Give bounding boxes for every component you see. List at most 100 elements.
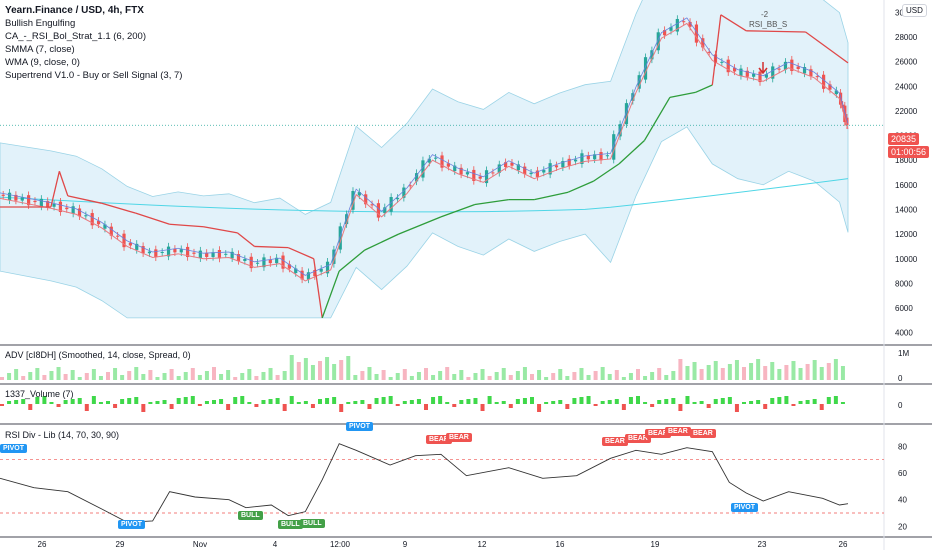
adv-bar xyxy=(466,377,471,380)
sell-arrow-icon xyxy=(758,62,768,75)
candle-body xyxy=(211,252,215,257)
adv-bar xyxy=(120,375,125,380)
candle-body xyxy=(809,69,813,77)
adv-bar xyxy=(49,371,54,380)
candle-body xyxy=(694,24,699,43)
volume-bar xyxy=(155,401,160,404)
volume-bar xyxy=(812,399,817,404)
adv-bar xyxy=(303,358,308,380)
time-axis-tick-label: Nov xyxy=(193,540,207,549)
rsi-axis-tick-label: 40 xyxy=(898,496,907,505)
adv-bar xyxy=(409,376,414,380)
candle-body xyxy=(300,270,304,280)
supertrend-down-line xyxy=(288,247,315,260)
candle-body xyxy=(198,250,202,259)
rsi-badge-pivot: PIVOT xyxy=(118,520,146,529)
adv-bar xyxy=(346,356,351,380)
candle-body xyxy=(790,59,794,71)
candle-body xyxy=(845,117,849,126)
volume-bar xyxy=(607,400,612,404)
volume-bar xyxy=(353,401,358,404)
candle-body xyxy=(599,152,603,161)
candle-body xyxy=(542,170,546,173)
adv-bar xyxy=(551,373,556,380)
adv-bar xyxy=(621,377,626,380)
volume-bar xyxy=(643,402,648,404)
wma-line xyxy=(0,17,849,276)
legend-rsi-bol-strat[interactable]: CA_-_RSI_Bol_Strat_1.1 (6, 200) xyxy=(5,31,146,42)
supertrend-up-line xyxy=(593,163,620,182)
volume-bar xyxy=(572,398,577,404)
candle-body xyxy=(739,68,743,76)
volume-bar xyxy=(367,404,372,409)
candle-body xyxy=(828,84,832,90)
volume-bar xyxy=(402,401,407,404)
candle-body xyxy=(815,76,819,78)
supertrend-down-line xyxy=(254,245,289,249)
supertrend-up-line xyxy=(364,233,399,251)
volume-bar xyxy=(360,400,365,404)
adv-bar xyxy=(353,375,358,380)
volume-bar xyxy=(289,396,294,404)
candle-body xyxy=(465,172,470,175)
time-axis-tick-label: 12 xyxy=(478,540,487,549)
supertrend-down-line xyxy=(101,202,136,214)
candle-body xyxy=(154,249,158,258)
volume-bar xyxy=(395,404,400,406)
candle-body xyxy=(605,155,609,157)
candle-body xyxy=(275,257,279,264)
time-axis-tick-label: 29 xyxy=(116,540,125,549)
candle-body xyxy=(230,251,234,259)
volume-bar xyxy=(431,397,436,404)
adv-bar xyxy=(254,376,259,380)
volume-pane-label[interactable]: 1337_Volume (7) xyxy=(5,389,74,399)
candle-body xyxy=(262,257,266,268)
rsi-pane-label[interactable]: RSI Div - Lib (14, 70, 30, 90) xyxy=(5,430,120,440)
candle-body xyxy=(58,201,63,213)
legend-supertrend[interactable]: Supertrend V1.0 - Buy or Sell Signal (3,… xyxy=(5,70,183,81)
adv-bar xyxy=(558,369,563,380)
volume-bar xyxy=(106,401,110,404)
candle-body xyxy=(383,207,387,214)
volume-bar xyxy=(190,396,195,404)
candle-body xyxy=(764,74,768,78)
candle-body xyxy=(109,226,113,236)
rsi-badge-bear: BEAR xyxy=(665,427,691,436)
candle-body xyxy=(306,272,311,280)
adv-bar xyxy=(727,364,732,380)
legend-smma[interactable]: SMMA (7, close) xyxy=(5,44,75,55)
adv-bar xyxy=(42,375,47,380)
adv-bar xyxy=(127,371,132,380)
candle-body xyxy=(141,246,145,254)
supertrend-down-line xyxy=(135,212,170,225)
adv-bar xyxy=(763,366,768,380)
time-axis-tick-label: 16 xyxy=(556,540,565,549)
candle-body xyxy=(345,214,349,225)
rsi-badge-bear: BEAR xyxy=(602,437,628,446)
currency-button[interactable]: USD xyxy=(902,4,927,17)
adv-bar xyxy=(515,371,520,380)
adv-bar xyxy=(713,361,718,380)
adv-bar xyxy=(98,376,103,380)
candle-body xyxy=(802,67,807,74)
adv-bar xyxy=(671,371,676,380)
legend-wma[interactable]: WMA (9, close, 0) xyxy=(5,57,80,68)
candle-body xyxy=(561,161,565,168)
adv-bar xyxy=(162,373,167,380)
candle-body xyxy=(478,176,482,179)
adv-pane-label[interactable]: ADV [cI8DH] (Smoothed, 14, close, Spread… xyxy=(5,350,191,360)
volume-bar xyxy=(636,396,640,404)
volume-bar xyxy=(14,400,19,404)
volume-bar xyxy=(628,397,633,404)
supertrend-down-line xyxy=(720,14,747,32)
volume-bar xyxy=(763,404,768,409)
rsi-badge-bear: BEAR xyxy=(625,434,651,443)
price-axis-tick-label: 12000 xyxy=(895,230,918,239)
volume-bar xyxy=(84,404,89,411)
legend-bullish-engulfing[interactable]: Bullish Engulfing xyxy=(5,18,76,29)
signal-count: -2 xyxy=(761,10,769,19)
adv-bar xyxy=(770,362,775,380)
candle-body xyxy=(351,190,355,210)
supertrend-down-line xyxy=(50,171,60,208)
